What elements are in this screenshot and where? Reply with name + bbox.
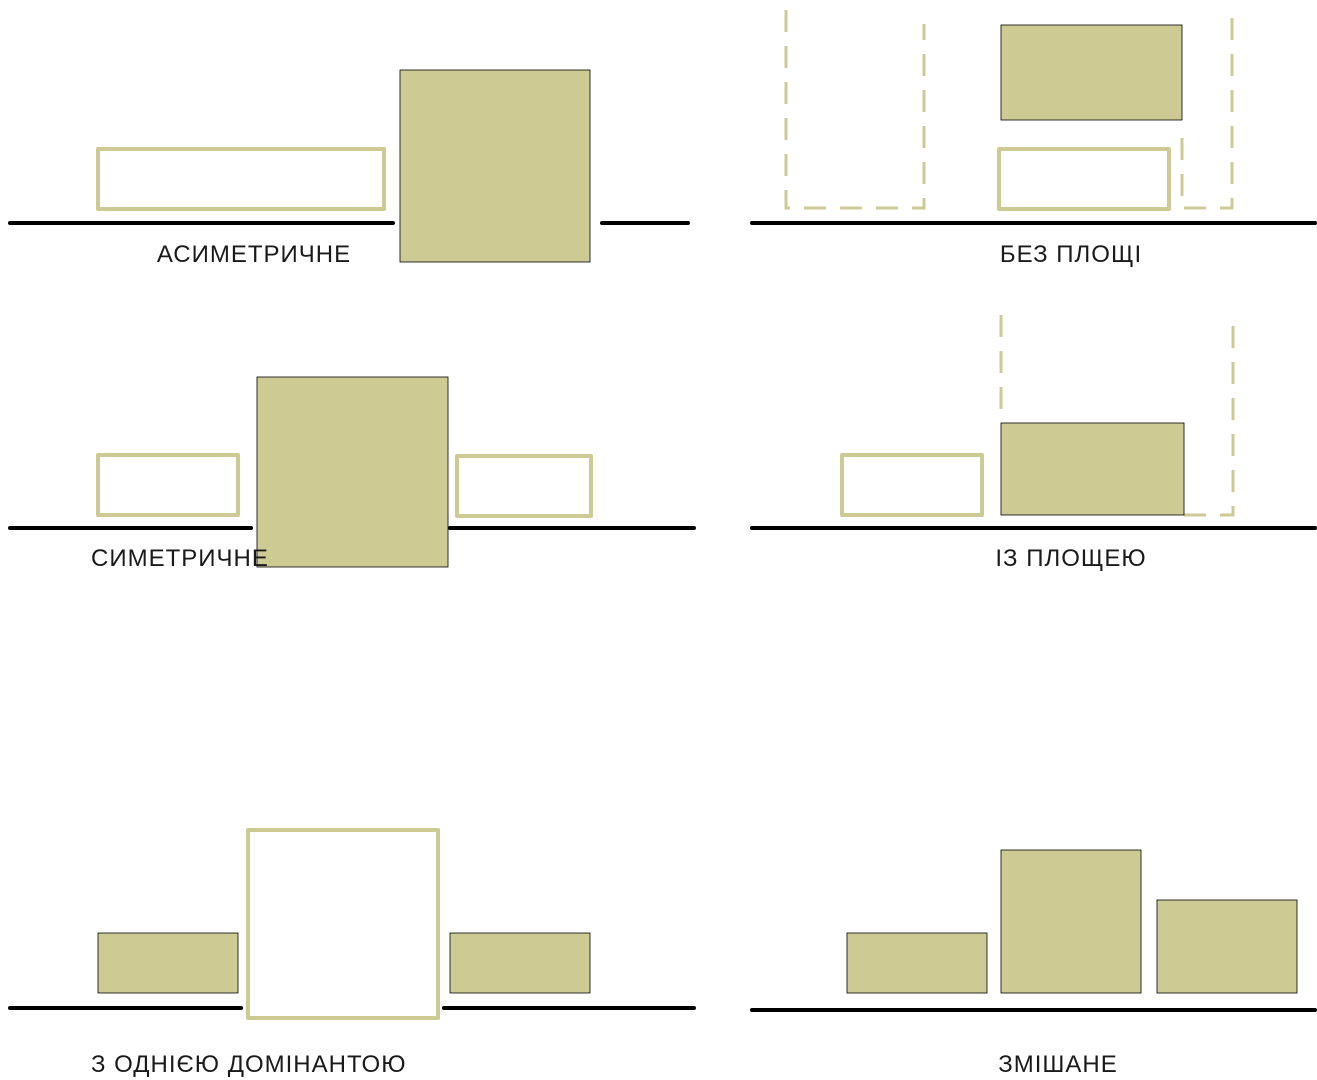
panel-label: ІЗ ПЛОЩЕЮ [995,545,1146,572]
right-block [1156,899,1298,994]
upper-block [1000,24,1183,121]
panel-with-square: ІЗ ПЛОЩЕЮ [750,315,1317,572]
panel-label: СИМЕТРИЧНЕ [91,545,269,572]
panel-symmetric: СИМЕТРИЧНЕ [8,376,696,572]
panel-label: АСИМЕТРИЧНЕ [157,241,351,268]
panel-no-square: БЕЗ ПЛОЩІ [750,10,1317,268]
central-block [1000,422,1185,516]
dominant-block [399,69,591,263]
low-block-outline [96,147,386,211]
left-block-outline [840,453,984,517]
panel-mixed: ЗМІШАНЕ [750,849,1317,1078]
low-block-outline [997,147,1171,211]
panel-label: З ОДНІЄЮ ДОМІНАНТОЮ [91,1051,406,1078]
dashed-space-boundary [999,315,1235,517]
dashed-space-boundary-right [1180,10,1234,210]
dominant-block-outline [246,828,440,1020]
panel-label: ЗМІШАНЕ [998,1051,1118,1078]
panel-one-dominant: З ОДНІЄЮ ДОМІНАНТОЮ [8,828,696,1078]
panel-asymmetric: АСИМЕТРИЧНЕ [8,69,690,268]
right-block [449,932,591,994]
left-block [846,932,988,994]
dashed-space-boundary-left [784,10,926,210]
dominant-block [256,376,449,568]
left-block-outline [96,453,240,517]
right-block-outline [455,454,593,518]
tall-block [1000,849,1142,994]
panel-label: БЕЗ ПЛОЩІ [1000,241,1142,268]
left-block [97,932,239,994]
